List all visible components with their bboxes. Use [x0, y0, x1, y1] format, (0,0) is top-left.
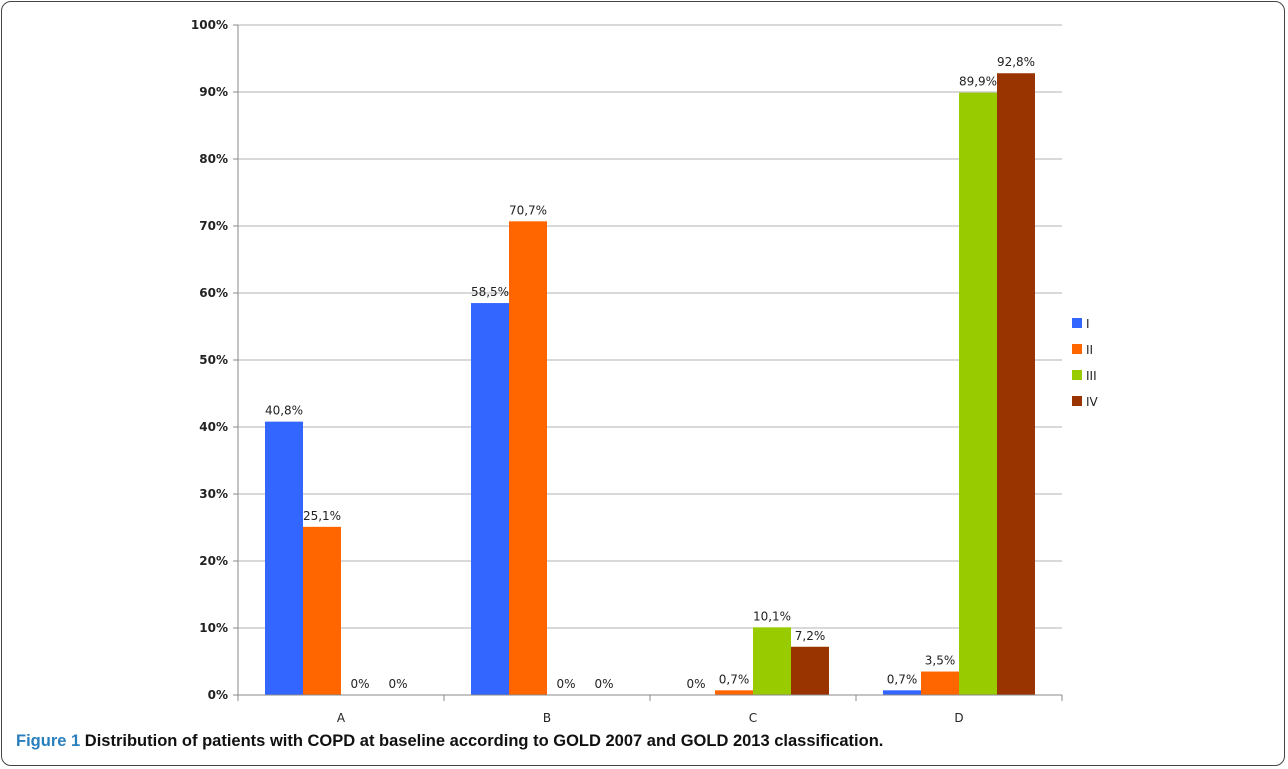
- y-tick-label: 0%: [208, 688, 228, 702]
- y-tick-label: 40%: [199, 420, 228, 434]
- legend-swatch-IV: [1072, 396, 1082, 406]
- y-tick-label: 30%: [199, 487, 228, 501]
- y-tick-label: 20%: [199, 554, 228, 568]
- data-label: 58,5%: [471, 285, 509, 299]
- bar-III-C: [753, 627, 791, 695]
- bar-I-A: [265, 421, 303, 695]
- data-label: 25,1%: [303, 509, 341, 523]
- figure-caption: Figure 1 Distribution of patients with C…: [16, 732, 883, 751]
- labels-layer: 40,8% 25,1% 0% 0% 58,5% 70,7% 0% 0% 0% 0,7% 10,1% 7…: [265, 55, 1035, 691]
- data-label: 10,1%: [753, 609, 791, 623]
- legend-label-III: III: [1086, 369, 1097, 383]
- y-tick-label: 100%: [191, 18, 228, 32]
- axis-layer: 0% 10% 20% 30% 40% 50% 60% 70% 80% 90% 100% A B C D: [191, 18, 1063, 725]
- legend-swatch-II: [1072, 344, 1082, 354]
- data-label: 40,8%: [265, 404, 303, 418]
- legend-label-I: I: [1086, 317, 1090, 331]
- data-label: 0%: [556, 677, 575, 691]
- bar-II-C: [715, 690, 753, 695]
- y-tick-label: 50%: [199, 353, 228, 367]
- y-tick-label: 80%: [199, 152, 228, 166]
- bars-layer: [265, 73, 1035, 696]
- data-label: 0%: [388, 677, 407, 691]
- data-label: 89,9%: [959, 75, 997, 89]
- figure-label: Figure 1: [16, 732, 81, 750]
- y-tick-label: 70%: [199, 219, 228, 233]
- legend-label-II: II: [1086, 343, 1093, 357]
- data-label: 0,7%: [887, 672, 918, 686]
- data-label: 3,5%: [925, 654, 956, 668]
- data-label: 92,8%: [997, 55, 1035, 69]
- x-tick-label: D: [954, 711, 963, 725]
- caption-text: Distribution of patients with COPD at ba…: [84, 732, 884, 750]
- legend-swatch-I: [1072, 318, 1082, 328]
- bar-IV-D: [997, 73, 1035, 696]
- y-tick-label: 60%: [199, 286, 228, 300]
- bar-I-D: [883, 690, 921, 695]
- bar-III-D: [959, 92, 997, 696]
- x-tick-label: B: [543, 711, 551, 725]
- y-tick-label: 10%: [199, 621, 228, 635]
- x-tick-label: A: [337, 711, 346, 725]
- bar-chart: 0% 10% 20% 30% 40% 50% 60% 70% 80% 90% 100% A B C D 40…: [191, 18, 1099, 725]
- data-label: 0,7%: [719, 672, 750, 686]
- x-tick-label: C: [749, 711, 757, 725]
- grid-layer: [238, 24, 1062, 696]
- legend-swatch-III: [1072, 370, 1082, 380]
- bar-II-B: [509, 221, 547, 695]
- bar-II-D: [921, 671, 959, 695]
- data-label: 0%: [686, 677, 705, 691]
- legend-label-IV: IV: [1086, 395, 1099, 409]
- bar-IV-C: [791, 646, 829, 695]
- data-label: 7,2%: [795, 629, 826, 643]
- data-label: 0%: [350, 677, 369, 691]
- bar-I-B: [471, 303, 509, 695]
- data-label: 70,7%: [509, 203, 547, 217]
- y-tick-label: 90%: [199, 85, 228, 99]
- data-label: 0%: [594, 677, 613, 691]
- bar-II-A: [303, 526, 341, 695]
